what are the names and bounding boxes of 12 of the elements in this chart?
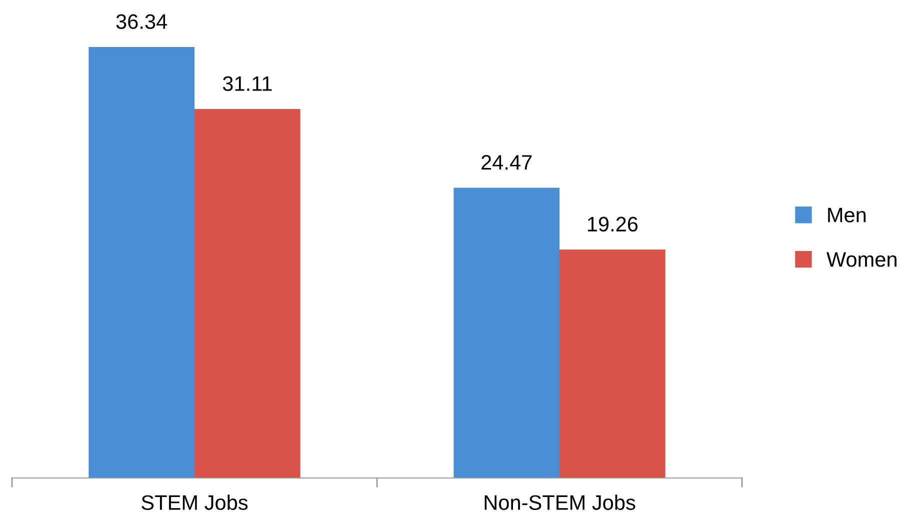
bar [454,188,560,478]
x-tick-label: STEM Jobs [142,494,248,510]
data-label: 31.11 [222,76,272,92]
data-label: 19.26 [588,216,638,232]
legend-label: Women [826,252,896,267]
data-label: 24.47 [482,155,532,170]
bar [560,250,666,478]
legend-label: Men [828,208,866,222]
data-label: 36.34 [116,14,168,29]
bar [194,109,300,478]
bar [88,46,194,478]
x-tick-label: Non-STEM Jobs [484,494,636,510]
